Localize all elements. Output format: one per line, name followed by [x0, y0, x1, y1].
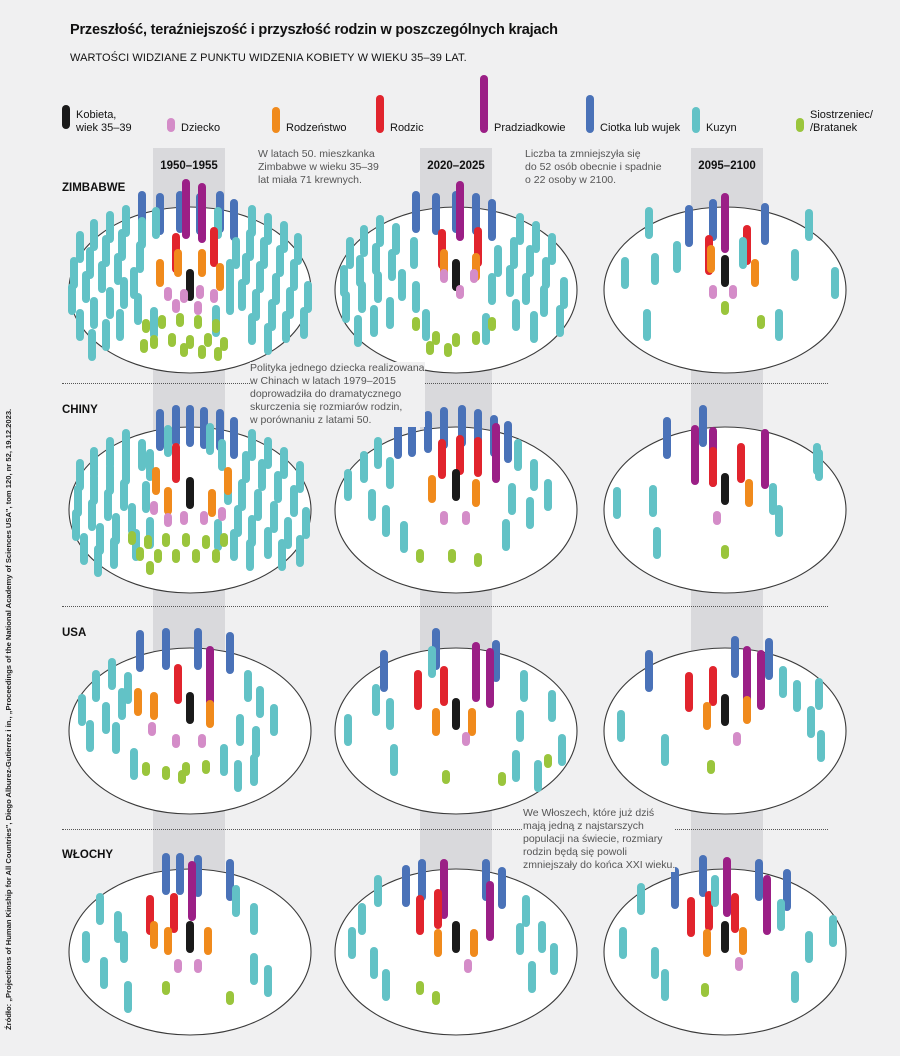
legend-label-greatgrand: Pradziadkowie	[494, 122, 566, 134]
page-title: Przeszłość, teraźniejszość i przyszłość …	[70, 22, 558, 38]
legend-label-woman: Kobieta, wiek 35–39	[76, 109, 132, 134]
country-italy: WŁOCHY	[62, 849, 114, 861]
legend-label-sibling: Rodzeństwo	[286, 122, 347, 134]
legend-label-aunt: Ciotka lub wujek	[600, 122, 681, 134]
country-china: CHINY	[62, 404, 98, 416]
annotation-zimbabwe-now: Liczba ta zmniejszyła się do 52 osób obe…	[525, 148, 662, 186]
period-label-2020: 2020–2025	[427, 160, 485, 172]
page-subtitle: WARTOŚCI WIDZIANE Z PUNKTU WIDZENIA KOBI…	[70, 52, 467, 64]
family-ellipse-1-2	[603, 426, 847, 594]
annotation-italy: We Włoszech, które już dziś mają jedną z…	[523, 807, 676, 872]
source-note: Źródło: „Projections of Human Kinship fo…	[4, 408, 13, 1030]
country-zimbabwe: ZIMBABWE	[62, 182, 126, 194]
period-label-1950: 1950–1955	[160, 160, 218, 172]
period-label-2095: 2095–2100	[698, 160, 756, 172]
divider-2	[62, 606, 828, 607]
annotation-china: Polityka jednego dziecka realizowana w C…	[250, 362, 425, 427]
legend-label-child: Dziecko	[181, 122, 221, 134]
divider-1	[62, 383, 828, 384]
annotation-zimbabwe-past: W latach 50. mieszkanka Zimbabwe w wieku…	[258, 148, 379, 186]
legend-label-cousin: Kuzyn	[706, 122, 737, 134]
legend-label-niece: Siostrzeniec/ /Bratanek	[810, 109, 873, 134]
country-usa: USA	[62, 627, 87, 639]
divider-3	[62, 829, 828, 830]
legend-label-parent: Rodzic	[390, 122, 424, 134]
